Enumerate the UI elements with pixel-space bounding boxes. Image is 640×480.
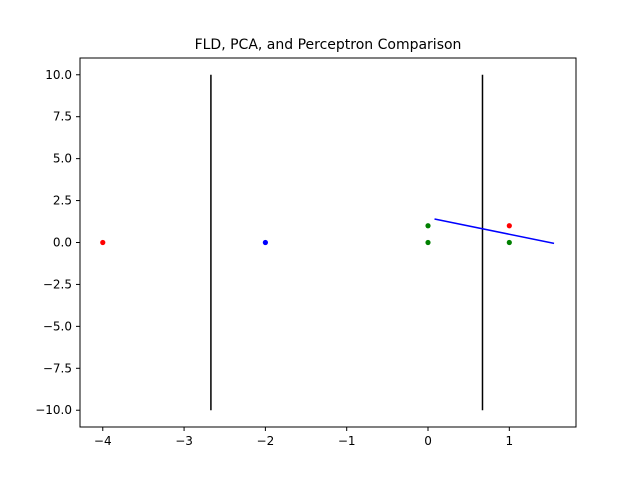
y-tick-label-3: 2.5 <box>53 194 72 208</box>
x-tick-label-1: −3 <box>175 434 193 448</box>
point-2 <box>262 239 268 246</box>
x-axis: −4 −3 −2 −1 0 1 <box>94 427 513 448</box>
y-tick-label-2: 5.0 <box>53 152 72 166</box>
y-tick-label-1: 7.5 <box>53 110 72 124</box>
plot-marks <box>100 74 555 411</box>
y-tick-label-8: −10.0 <box>35 403 72 417</box>
x-tick-label-4: 0 <box>424 434 432 448</box>
y-tick-label-5: −2.5 <box>43 277 72 291</box>
point-1 <box>506 223 512 229</box>
x-tick-label-3: −1 <box>338 434 356 448</box>
y-tick-label-4: 0.0 <box>53 236 72 250</box>
point-3 <box>425 223 431 229</box>
point-0 <box>100 239 106 246</box>
y-tick-label-7: −7.5 <box>43 361 72 375</box>
y-tick-label-6: −5.0 <box>43 319 72 333</box>
y-tick-label-0: 10.0 <box>45 68 72 82</box>
x-tick-label-5: 1 <box>506 434 514 448</box>
line-2 <box>434 218 555 245</box>
x-tick-label-2: −2 <box>257 434 275 448</box>
y-axis: 10.0 7.5 5.0 2.5 0.0 −2.5 −5.0 −7.5 −10.0 <box>35 68 80 417</box>
x-tick-label-0: −4 <box>94 434 112 448</box>
plot-frame <box>79 57 577 428</box>
point-5 <box>506 239 512 246</box>
point-4 <box>425 239 431 246</box>
chart-title: FLD, PCA, and Perceptron Comparison <box>195 37 462 53</box>
